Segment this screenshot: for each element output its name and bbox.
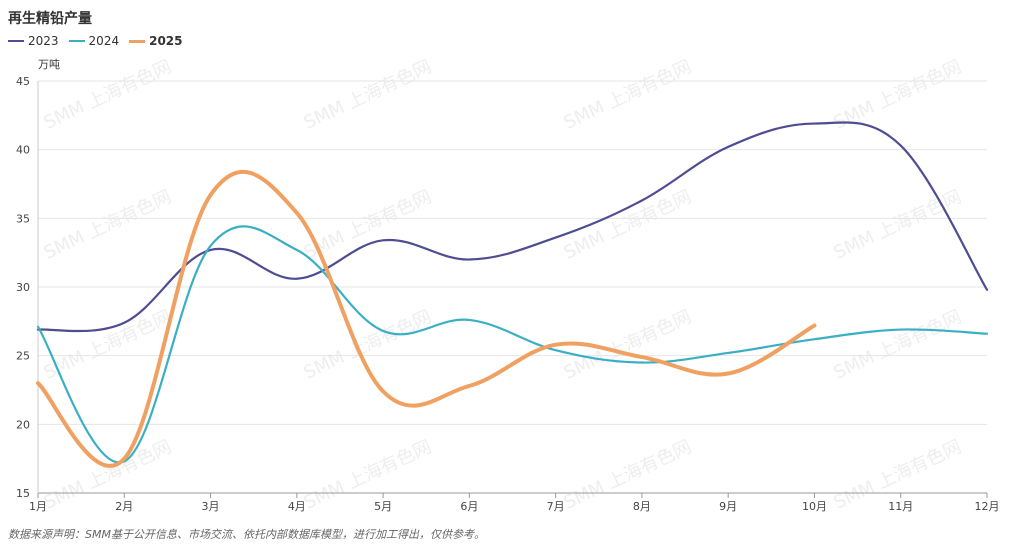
watermark: SMM 上海有色网 bbox=[831, 186, 965, 263]
legend-swatch bbox=[8, 40, 24, 42]
y-tick-label: 15 bbox=[16, 487, 30, 500]
x-tick-label: 2月 bbox=[115, 500, 133, 513]
legend-swatch bbox=[68, 40, 85, 42]
x-tick-label: 3月 bbox=[202, 500, 220, 513]
watermark: SMM 上海有色网 bbox=[561, 186, 695, 263]
x-tick-label: 12月 bbox=[975, 500, 1000, 513]
x-tick-label: 6月 bbox=[460, 500, 478, 513]
x-tick-label: 5月 bbox=[374, 500, 392, 513]
watermark: SMM 上海有色网 bbox=[561, 56, 695, 133]
legend-label: 2025 bbox=[149, 34, 183, 48]
source-footer: 数据来源声明：SMM基于公开信息、市场交流、依托内部数据库模型，进行加工得出，仅… bbox=[8, 528, 485, 541]
x-tick-label: 4月 bbox=[288, 500, 306, 513]
x-tick-label: 11月 bbox=[888, 500, 913, 513]
watermark: SMM 上海有色网 bbox=[831, 306, 965, 383]
legend-label: 2024 bbox=[88, 34, 120, 48]
legend-swatch bbox=[129, 39, 146, 43]
x-tick-label: 10月 bbox=[802, 500, 827, 513]
watermark: SMM 上海有色网 bbox=[561, 436, 695, 513]
y-tick-label: 40 bbox=[16, 144, 30, 157]
y-tick-label: 35 bbox=[16, 212, 30, 225]
y-axis-unit: 万吨 bbox=[38, 58, 60, 71]
chart-title: 再生精铅产量 bbox=[8, 11, 92, 27]
x-tick-label: 8月 bbox=[633, 500, 651, 513]
y-tick-label: 30 bbox=[16, 281, 30, 294]
legend-label: 2023 bbox=[28, 34, 59, 48]
watermark: SMM 上海有色网 bbox=[301, 56, 435, 133]
series-line-2025 bbox=[36, 170, 817, 468]
watermark: SMM 上海有色网 bbox=[41, 56, 175, 133]
legend: 2023 2024 2025 bbox=[8, 34, 183, 48]
watermark: SMM 上海有色网 bbox=[301, 436, 435, 513]
legend-item-2024[interactable]: 2024 bbox=[68, 34, 120, 48]
watermark: SMM 上海有色网 bbox=[41, 436, 175, 513]
legend-item-2025[interactable]: 2025 bbox=[129, 34, 183, 48]
watermark: SMM 上海有色网 bbox=[41, 186, 175, 263]
series-line-2023 bbox=[36, 121, 989, 333]
x-tick-label: 7月 bbox=[547, 500, 565, 513]
watermark: SMM 上海有色网 bbox=[41, 306, 175, 383]
y-tick-label: 20 bbox=[16, 418, 30, 431]
x-tick-label: 9月 bbox=[719, 500, 737, 513]
x-tick-label: 1月 bbox=[29, 500, 47, 513]
legend-item-2023[interactable]: 2023 bbox=[8, 34, 59, 48]
y-tick-label: 45 bbox=[16, 75, 30, 88]
y-tick-label: 25 bbox=[16, 350, 30, 363]
series-line-2024 bbox=[36, 225, 989, 464]
